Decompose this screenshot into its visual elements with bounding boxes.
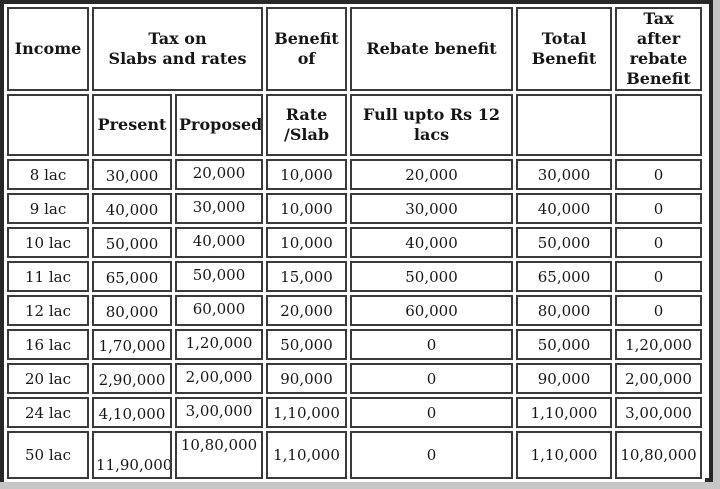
table-row: 20 lac 2,90,000 2,00,000 90,000 0 90,000 2,00,… — [7, 363, 702, 394]
value-cell: 1,10,000 — [266, 431, 347, 479]
value-cell: 2,00,000 — [615, 363, 702, 394]
value-cell: 20,000 — [175, 159, 263, 190]
value-cell: 50,000 — [516, 227, 612, 258]
header-row-1: Income Tax on Slabs and rates Benefit of… — [7, 7, 702, 91]
value-cell: 4,10,000 — [92, 397, 172, 428]
value-cell: 40,000 — [516, 193, 612, 224]
header-total-benefit: Total Benefit — [516, 7, 612, 91]
value-cell: 65,000 — [92, 261, 172, 292]
income-cell: 50 lac — [7, 431, 89, 479]
subheader-full-upto: Full upto Rs 12 lacs — [350, 94, 513, 156]
income-cell: 12 lac — [7, 295, 89, 326]
value-cell: 60,000 — [350, 295, 513, 326]
value-cell: 40,000 — [92, 193, 172, 224]
subheader-empty-tax-after — [615, 94, 702, 156]
income-cell: 10 lac — [7, 227, 89, 258]
value-cell: 1,10,000 — [516, 431, 612, 479]
value-cell: 10,000 — [266, 227, 347, 258]
header-row-2: Present Proposed Rate /Slab Full upto Rs… — [7, 94, 702, 156]
value-cell: 1,20,000 — [615, 329, 702, 360]
value-cell: 80,000 — [516, 295, 612, 326]
value-cell: 0 — [350, 397, 513, 428]
income-cell: 9 lac — [7, 193, 89, 224]
value-cell: 10,80,000 — [615, 431, 702, 479]
value-cell: 0 — [350, 363, 513, 394]
header-income: Income — [7, 7, 89, 91]
value-cell: 65,000 — [516, 261, 612, 292]
value-cell: 20,000 — [350, 159, 513, 190]
value-cell: 3,00,000 — [175, 397, 263, 428]
value-cell: 50,000 — [266, 329, 347, 360]
value-cell: 1,10,000 — [266, 397, 347, 428]
value-cell: 50,000 — [175, 261, 263, 292]
tax-benefit-table: Income Tax on Slabs and rates Benefit of… — [4, 4, 705, 482]
value-cell: 1,20,000 — [175, 329, 263, 360]
table-row: 12 lac 80,000 60,000 20,000 60,000 80,000 0 — [7, 295, 702, 326]
value-cell: 2,00,000 — [175, 363, 263, 394]
value-cell: 90,000 — [266, 363, 347, 394]
value-cell: 50,000 — [516, 329, 612, 360]
subheader-rate-slab: Rate /Slab — [266, 94, 347, 156]
income-cell: 16 lac — [7, 329, 89, 360]
income-cell: 24 lac — [7, 397, 89, 428]
subheader-empty-total — [516, 94, 612, 156]
value-cell: 0 — [615, 159, 702, 190]
value-cell: 0 — [350, 431, 513, 479]
table-row: 8 lac 30,000 20,000 10,000 20,000 30,000 0 — [7, 159, 702, 190]
value-cell: 20,000 — [266, 295, 347, 326]
value-cell: 50,000 — [92, 227, 172, 258]
subheader-present: Present — [92, 94, 172, 156]
value-cell: 10,000 — [266, 159, 347, 190]
subheader-proposed: Proposed — [175, 94, 263, 156]
value-cell: 40,000 — [350, 227, 513, 258]
header-tax-after-rebate: Tax after rebate Benefit — [615, 7, 702, 91]
value-cell: 50,000 — [350, 261, 513, 292]
table-row: 11 lac 65,000 50,000 15,000 50,000 65,000 0 — [7, 261, 702, 292]
value-cell: 1,70,000 — [92, 329, 172, 360]
value-cell: 60,000 — [175, 295, 263, 326]
income-cell: 8 lac — [7, 159, 89, 190]
value-cell: 30,000 — [175, 193, 263, 224]
value-cell: 90,000 — [516, 363, 612, 394]
table-row: 10 lac 50,000 40,000 10,000 40,000 50,000 0 — [7, 227, 702, 258]
header-rebate-benefit: Rebate benefit — [350, 7, 513, 91]
value-cell: 10,80,000 — [175, 431, 263, 479]
table-row: 9 lac 40,000 30,000 10,000 30,000 40,000 0 — [7, 193, 702, 224]
income-cell: 20 lac — [7, 363, 89, 394]
value-cell: 1,10,000 — [516, 397, 612, 428]
table-row: 16 lac 1,70,000 1,20,000 50,000 0 50,000 1,20,… — [7, 329, 702, 360]
value-cell: 11,90,000 — [92, 431, 172, 479]
subheader-empty-income — [7, 94, 89, 156]
header-benefit-of: Benefit of — [266, 7, 347, 91]
value-cell: 3,00,000 — [615, 397, 702, 428]
table-row: 24 lac 4,10,000 3,00,000 1,10,000 0 1,10,000 3… — [7, 397, 702, 428]
value-cell: 0 — [615, 227, 702, 258]
value-cell: 30,000 — [92, 159, 172, 190]
value-cell: 30,000 — [516, 159, 612, 190]
value-cell: 30,000 — [350, 193, 513, 224]
value-cell: 80,000 — [92, 295, 172, 326]
value-cell: 0 — [615, 261, 702, 292]
value-cell: 2,90,000 — [92, 363, 172, 394]
value-cell: 15,000 — [266, 261, 347, 292]
table-sheet: Income Tax on Slabs and rates Benefit of… — [0, 0, 713, 482]
value-cell: 0 — [350, 329, 513, 360]
value-cell: 0 — [615, 295, 702, 326]
table-body: 8 lac 30,000 20,000 10,000 20,000 30,000 0 9 la… — [7, 159, 702, 479]
value-cell: 10,000 — [266, 193, 347, 224]
value-cell: 40,000 — [175, 227, 263, 258]
header-tax-on-slabs: Tax on Slabs and rates — [92, 7, 263, 91]
table-row: 50 lac 11,90,000 10,80,000 1,10,000 0 1,10,00… — [7, 431, 702, 479]
value-cell: 0 — [615, 193, 702, 224]
income-cell: 11 lac — [7, 261, 89, 292]
